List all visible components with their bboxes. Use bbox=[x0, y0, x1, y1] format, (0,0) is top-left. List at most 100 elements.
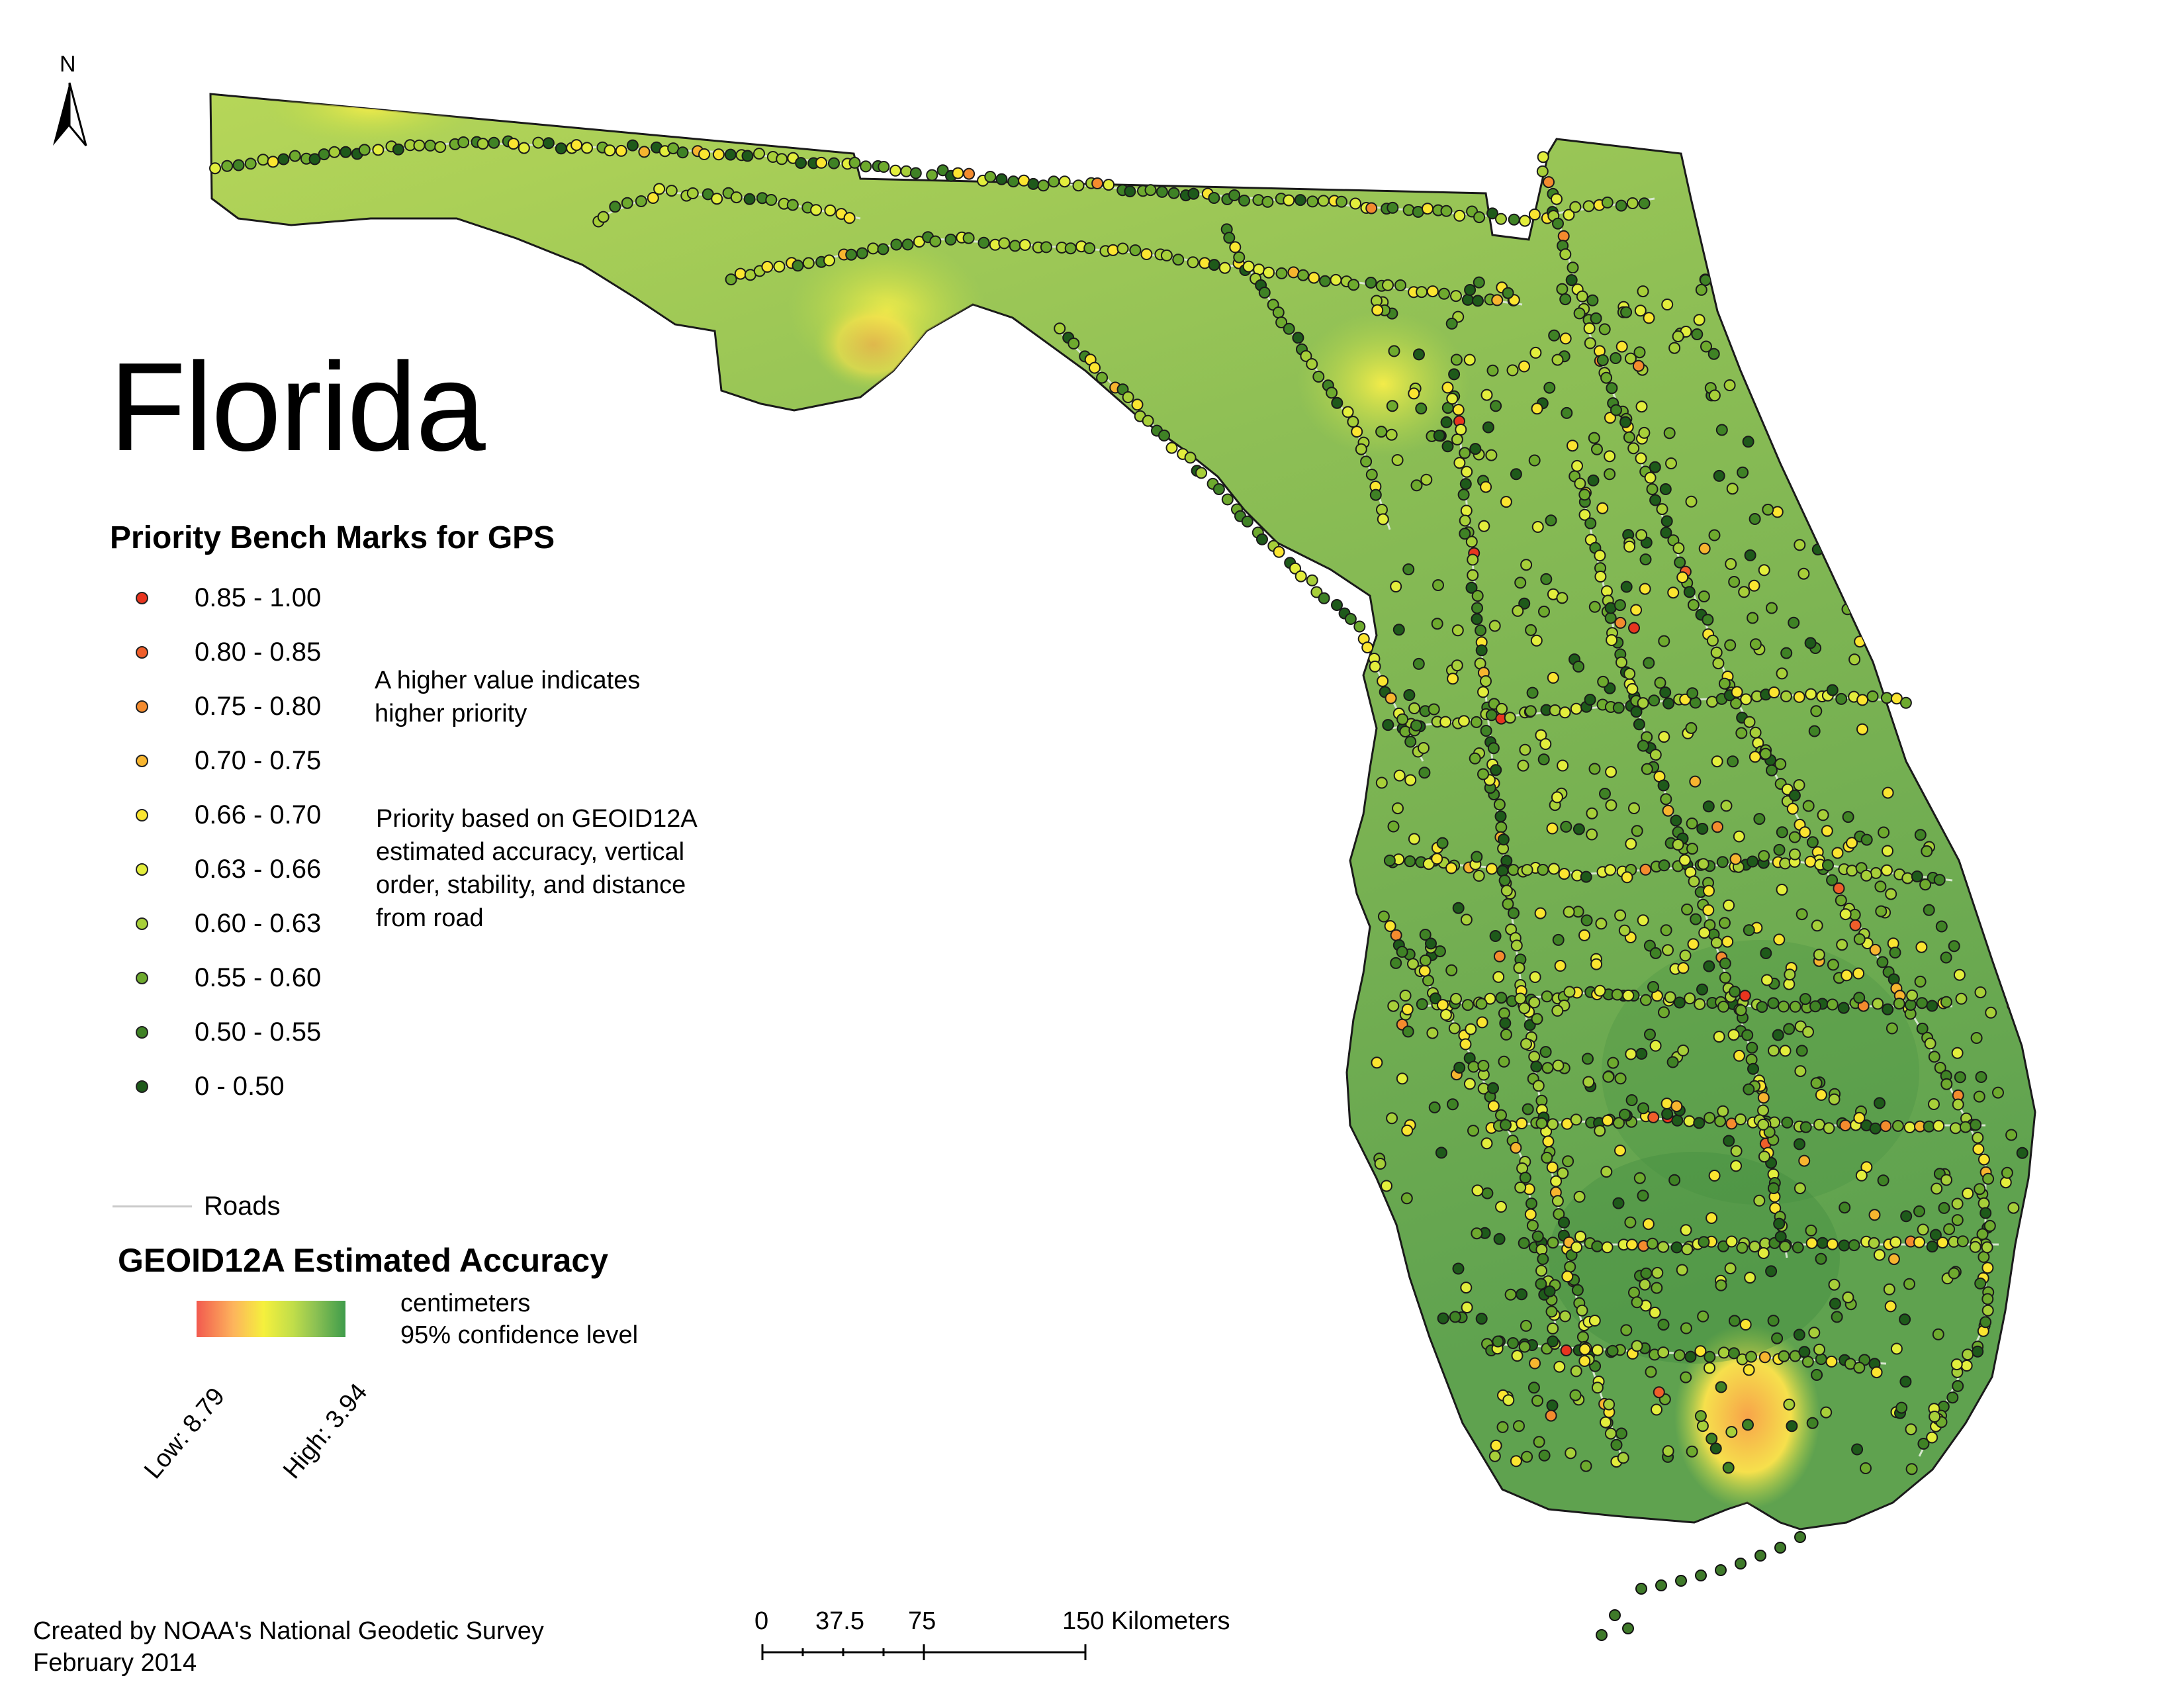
bench-mark-point bbox=[1726, 483, 1739, 495]
map-title: Florida bbox=[109, 337, 486, 477]
legend-label: 0.63 - 0.66 bbox=[195, 854, 322, 884]
bench-mark-point bbox=[1477, 686, 1489, 698]
bench-mark-point bbox=[1007, 175, 1020, 188]
bench-mark-point bbox=[1649, 1039, 1662, 1052]
bench-mark-point bbox=[1633, 718, 1645, 731]
bench-mark-point bbox=[1570, 1241, 1583, 1254]
bench-mark-point bbox=[1596, 354, 1609, 367]
bench-mark-point bbox=[1978, 666, 1991, 679]
bench-mark-point bbox=[1678, 854, 1691, 867]
bench-mark-point bbox=[1393, 769, 1406, 782]
bench-mark-point bbox=[1623, 431, 1635, 444]
legend-item: 0.80 - 0.85 bbox=[136, 632, 321, 672]
bench-mark-point bbox=[1979, 890, 1991, 902]
bench-mark-point bbox=[308, 153, 321, 165]
bench-mark-point bbox=[1828, 1093, 1841, 1105]
bench-mark-point bbox=[1872, 998, 1884, 1010]
bench-mark-point bbox=[1541, 1062, 1554, 1074]
legend-label: 0.80 - 0.85 bbox=[195, 637, 322, 667]
bench-mark-point bbox=[1659, 483, 1672, 495]
bench-mark-point bbox=[1606, 634, 1618, 646]
bench-mark-point bbox=[1588, 763, 1601, 775]
bench-mark-point bbox=[653, 183, 666, 195]
bench-mark-point bbox=[1853, 992, 1866, 1004]
bench-mark-point bbox=[1797, 567, 1810, 580]
legend-swatch bbox=[136, 754, 148, 767]
bench-mark-point bbox=[1552, 217, 1564, 230]
bench-mark-point bbox=[1873, 1248, 1886, 1261]
bench-mark-point bbox=[1814, 461, 1827, 473]
bench-mark-point bbox=[1625, 1239, 1638, 1251]
bench-mark-point bbox=[1385, 428, 1398, 441]
bench-mark-point bbox=[2011, 966, 2024, 979]
bench-mark-point bbox=[1400, 1192, 1413, 1205]
bench-mark-point bbox=[1580, 1460, 1592, 1472]
bench-mark-point bbox=[1518, 1002, 1531, 1015]
bench-mark-point bbox=[1495, 821, 1508, 833]
bench-mark-point bbox=[1995, 316, 2008, 329]
bench-mark-point bbox=[1604, 412, 1616, 424]
bench-mark-point bbox=[1727, 1029, 1740, 1041]
legend-label: 0 - 0.50 bbox=[195, 1071, 285, 1101]
bench-mark-point bbox=[1612, 702, 1625, 714]
bench-mark-point bbox=[1881, 864, 1893, 876]
bench-mark-point bbox=[1500, 496, 1512, 508]
bench-mark-point bbox=[1473, 870, 1485, 882]
bench-mark-point bbox=[1712, 657, 1725, 670]
bench-mark-point bbox=[1520, 559, 1533, 571]
bench-mark-point bbox=[1823, 1122, 1835, 1135]
bench-mark-point bbox=[1783, 1398, 1796, 1411]
bench-mark-point bbox=[1916, 997, 1929, 1009]
bench-mark-point bbox=[1564, 1260, 1576, 1273]
bench-mark-point bbox=[1959, 602, 1972, 614]
bench-mark-point bbox=[1854, 456, 1866, 469]
bench-mark-point bbox=[1440, 205, 1453, 217]
bench-mark-point bbox=[1578, 929, 1590, 941]
bench-mark-point bbox=[1576, 1304, 1588, 1317]
bench-mark-point bbox=[1404, 735, 1417, 748]
bench-mark-point bbox=[1391, 454, 1404, 466]
bench-mark-point bbox=[1426, 285, 1439, 298]
bench-mark-point bbox=[1448, 368, 1461, 381]
bench-mark-point bbox=[1796, 1045, 1808, 1057]
bench-mark-point bbox=[1687, 598, 1700, 611]
bench-mark-point bbox=[1763, 1126, 1776, 1139]
bench-mark-point bbox=[604, 144, 616, 157]
bench-mark-point bbox=[1184, 451, 1197, 464]
bench-mark-point bbox=[1677, 962, 1690, 974]
bench-mark-point bbox=[1702, 904, 1715, 916]
bench-mark-point bbox=[1547, 1322, 1559, 1335]
bench-mark-point bbox=[1144, 184, 1157, 197]
bench-mark-point bbox=[1686, 1445, 1698, 1458]
bench-mark-point bbox=[1539, 738, 1552, 750]
bench-mark-point bbox=[1884, 596, 1897, 608]
bench-mark-point bbox=[2013, 1449, 2026, 1462]
bench-mark-point bbox=[1390, 581, 1402, 592]
bench-mark-point bbox=[1330, 273, 1342, 286]
bench-mark-point bbox=[2002, 608, 2015, 621]
bench-mark-point bbox=[1776, 283, 1789, 295]
bench-mark-point bbox=[944, 233, 957, 246]
bench-mark-point bbox=[1445, 317, 1458, 330]
bench-mark-point bbox=[1944, 356, 1956, 368]
bench-mark-point bbox=[1452, 1262, 1465, 1275]
bench-mark-point bbox=[1537, 864, 1549, 876]
bench-mark-point bbox=[1987, 720, 1999, 732]
bench-mark-point bbox=[1428, 703, 1440, 716]
bench-mark-point bbox=[277, 153, 290, 165]
bench-mark-point bbox=[1990, 1383, 2003, 1395]
bench-mark-point bbox=[1158, 429, 1170, 442]
bench-mark-point bbox=[1961, 757, 1974, 769]
bench-mark-point bbox=[1410, 479, 1423, 492]
bench-mark-point bbox=[1665, 457, 1677, 469]
priority-legend-title: Priority Bench Marks for GPS bbox=[110, 520, 555, 555]
bench-mark-point bbox=[1880, 692, 1893, 704]
bench-mark-point bbox=[1623, 667, 1636, 680]
bench-mark-point bbox=[1526, 1219, 1539, 1232]
bench-mark-point bbox=[1626, 682, 1639, 695]
bench-mark-point bbox=[1999, 1425, 2011, 1438]
bench-mark-point bbox=[1804, 855, 1817, 868]
bench-mark-point bbox=[1747, 1062, 1759, 1075]
bench-mark-point bbox=[1868, 1209, 1881, 1221]
bench-mark-point bbox=[1096, 371, 1109, 384]
